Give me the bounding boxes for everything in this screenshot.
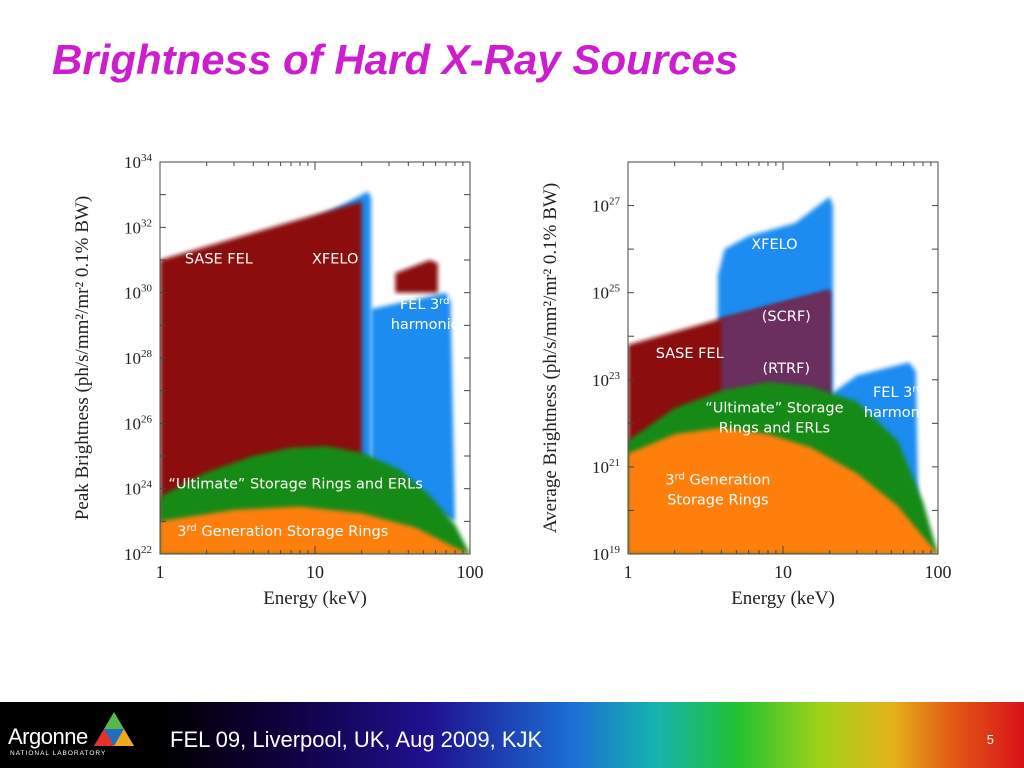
region-label-xfelo-3rd-harmonic: harmonic — [864, 405, 932, 421]
y-tick-label: 1034 — [124, 152, 153, 172]
region-third-generation-rings — [160, 506, 470, 554]
x-tick-label: 1 — [156, 562, 165, 582]
region-label-rtrf: (RTRF) — [762, 361, 810, 377]
y-tick-label: 1028 — [124, 348, 153, 368]
y-tick-label: 1021 — [592, 457, 620, 477]
y-tick-label: 1019 — [592, 544, 621, 564]
argonne-triangle-icon — [94, 712, 134, 746]
x-tick-label: 100 — [925, 562, 952, 582]
region-label-third-generation-rings: 3rd Generation Storage Rings — [177, 523, 388, 541]
page-number: 5 — [986, 732, 994, 747]
regions-layer — [160, 191, 470, 554]
region-label-xfelo-3rd-harmonic: harmonic — [391, 317, 459, 333]
y-axis-label: Average Brightness (ph/s/mm²/mr² 0.1% BW… — [540, 183, 561, 533]
y-tick-label: 1024 — [124, 479, 153, 499]
x-tick-label: 10 — [306, 562, 324, 582]
y-tick-label: 1026 — [124, 413, 153, 433]
x-axis-label: Energy (keV) — [263, 588, 367, 609]
footer-bar: Argonne NATIONAL LABORATORY FEL 09, Live… — [0, 702, 1024, 768]
region-label-xfelo: XFELO — [751, 237, 797, 253]
region-label-ultimate-storage-rings: “Ultimate” Storage Rings and ERLs — [168, 477, 422, 493]
x-axis-label: Energy (keV) — [731, 588, 835, 609]
peak-brightness-chart: XFELO FEL 3rd harmonic SASE FEL “Ultimate” S… — [72, 152, 484, 609]
footer-text: FEL 09, Liverpool, UK, Aug 2009, KJK — [170, 727, 543, 752]
region-sase-fel-3rd-harmonic — [395, 260, 438, 293]
y-axis-label: Peak Brightness (ph/s/mm²/mr² 0.1% BW) — [72, 196, 93, 520]
y-tick-label: 1027 — [592, 196, 621, 216]
region-label-scrf: (SCRF) — [762, 309, 811, 325]
region-label-third-generation-rings: 3rd Generation — [665, 471, 770, 489]
y-tick-label: 1032 — [124, 217, 152, 237]
region-label-sase-fel: SASE FEL — [656, 346, 724, 362]
region-xfelo-3rd-harmonic — [371, 292, 455, 522]
slide-title: Brightness of Hard X-Ray Sources — [52, 36, 739, 83]
region-third-generation-rings — [628, 427, 938, 554]
regions-layer — [628, 196, 938, 554]
region-label-third-generation-rings: Storage Rings — [667, 492, 768, 508]
x-tick-label: 100 — [457, 562, 484, 582]
logo-subtext: NATIONAL LABORATORY — [10, 750, 107, 757]
region-label-sase-fel: SASE FEL — [185, 251, 253, 267]
region-label-xfelo-3rd-harmonic: FEL 3rd — [400, 296, 450, 314]
region-label-xfelo: XFELO — [312, 251, 358, 267]
y-tick-label: 1022 — [124, 544, 152, 564]
region-label-xfelo-3rd-harmonic: FEL 3rd — [873, 384, 923, 402]
x-tick-label: 10 — [774, 562, 792, 582]
x-tick-label: 1 — [624, 562, 633, 582]
average-brightness-chart: XFELO FEL 3rd harmonic SASE FEL (SCRF) (RTRF)… — [540, 161, 952, 609]
argonne-logo: Argonne NATIONAL LABORATORY — [8, 710, 158, 762]
logo-wordmark: Argonne — [8, 724, 88, 749]
y-tick-label: 1025 — [592, 283, 621, 303]
y-tick-label: 1030 — [124, 283, 153, 303]
region-label-ultimate-storage-rings: “Ultimate” Storage — [705, 400, 843, 416]
y-tick-label: 1023 — [592, 370, 621, 390]
region-label-ultimate-storage-rings: Rings and ERLs — [719, 420, 830, 436]
